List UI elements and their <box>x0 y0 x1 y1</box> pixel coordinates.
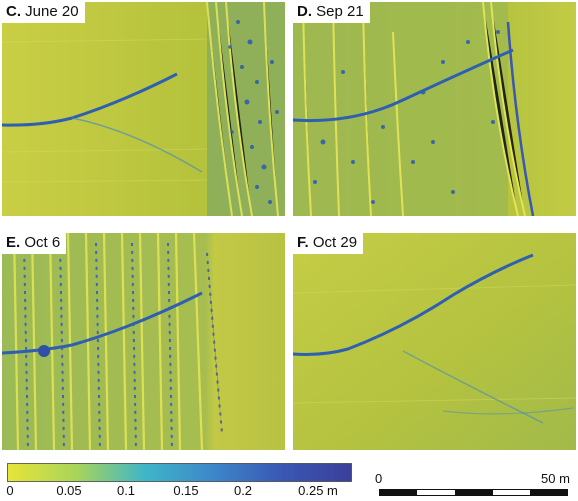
colorbar-tick-2: 0.1 <box>116 483 136 498</box>
scalebar <box>379 489 568 496</box>
panel-c-image: C. June 20 <box>2 2 285 216</box>
panel-e-date: Oct 6 <box>24 234 61 251</box>
panel-e-image: E. Oct 6 <box>2 233 285 450</box>
colorbar-tick-4: 0.2 <box>233 483 253 498</box>
panel-c-letter: C. <box>6 3 21 20</box>
panel-f-letter: F. <box>297 234 309 251</box>
panel-e-label: E. Oct 6 <box>2 233 67 254</box>
panel-d-image: D. Sep 21 <box>293 2 576 216</box>
panel-f-label: F. Oct 29 <box>293 233 364 254</box>
panel-f-terrain <box>293 233 576 450</box>
panel-c-terrain <box>2 2 285 216</box>
panel-f-date: Oct 29 <box>312 234 358 251</box>
panel-d-letter: D. <box>297 3 312 20</box>
scalebar-start-label: 0 <box>375 471 383 486</box>
panel-e-letter: E. <box>6 234 21 251</box>
colorbar-tick-3: 0.15 <box>173 483 199 498</box>
colorbar-tick-1: 0.05 <box>56 483 82 498</box>
colorbar-tick-5: 0.25 m <box>298 483 338 498</box>
panel-e-terrain <box>2 233 285 450</box>
colorbar-tick-0: 0 <box>6 483 14 498</box>
scalebar-graphic <box>379 489 568 496</box>
colorbar-gradient <box>7 463 352 482</box>
panel-c-label: C. June 20 <box>2 2 85 23</box>
panel-c-date: June 20 <box>25 3 79 20</box>
panel-d-date: Sep 21 <box>316 3 364 20</box>
panel-d-terrain <box>293 2 576 216</box>
panel-f-image: F. Oct 29 <box>293 233 576 450</box>
panel-d-label: D. Sep 21 <box>293 2 370 23</box>
elevation-colorbar <box>7 463 352 482</box>
scalebar-end-label: 50 m <box>541 471 570 486</box>
